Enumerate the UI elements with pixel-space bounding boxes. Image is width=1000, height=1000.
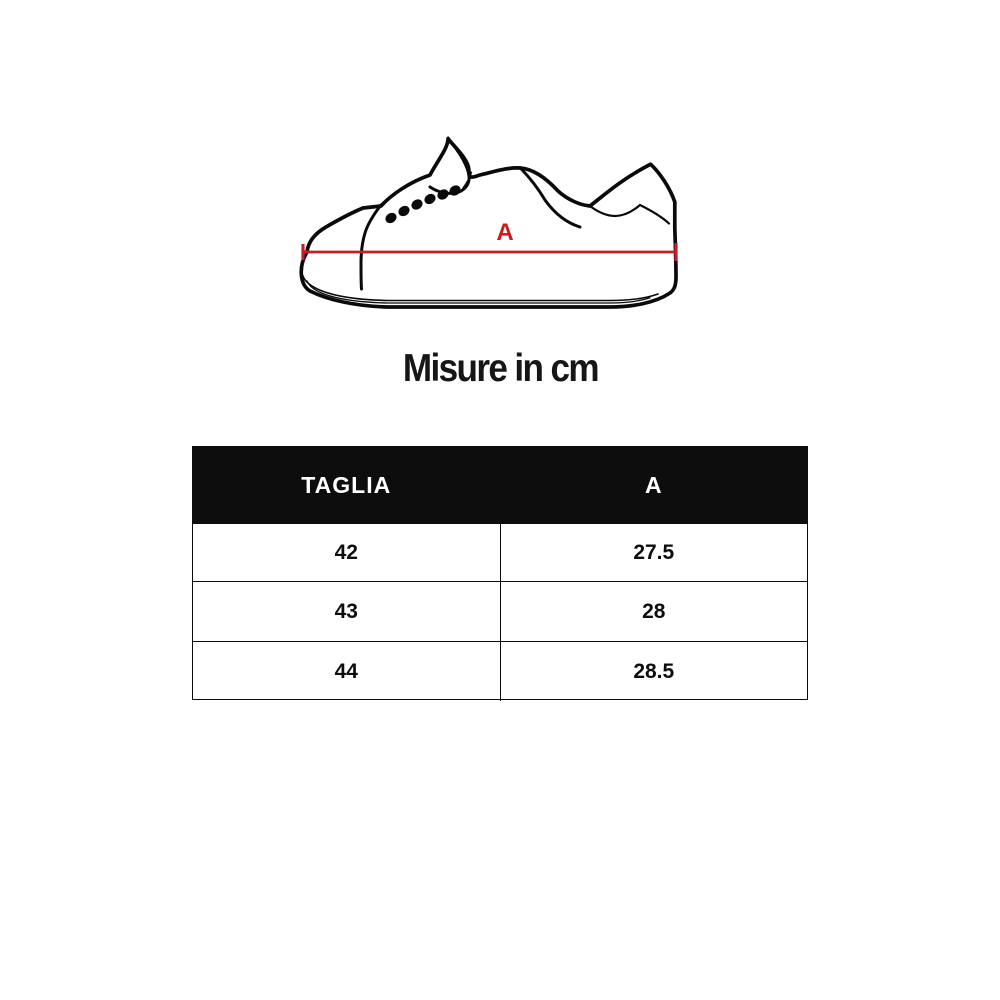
svg-text:A: A <box>496 219 513 246</box>
